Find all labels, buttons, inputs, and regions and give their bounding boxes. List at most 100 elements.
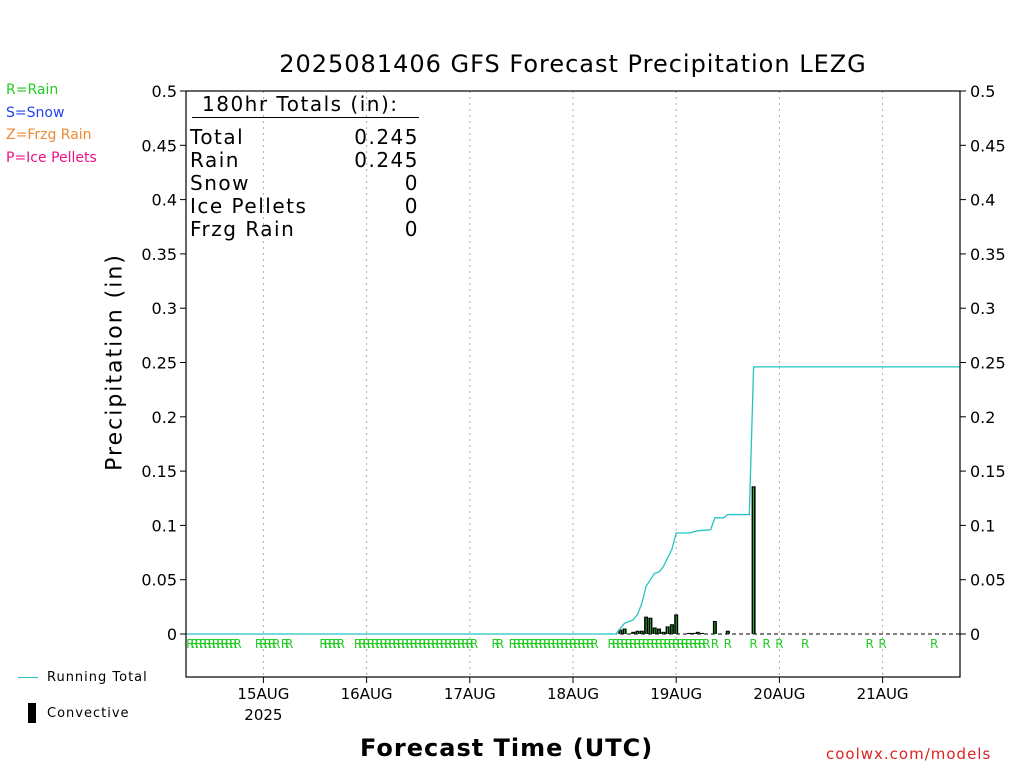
rain-marker: R [285, 637, 293, 651]
convective-bar-fill [662, 632, 664, 634]
rain-marker: R [663, 637, 671, 651]
rain-marker: R [633, 637, 641, 651]
convective-bars [618, 486, 756, 634]
y-tick-label-right: 0.1 [970, 516, 995, 535]
rain-marker: R [444, 637, 452, 651]
rain-marker: R [552, 637, 560, 651]
rain-marker: R [255, 637, 263, 651]
rain-marker: R [466, 637, 474, 651]
rain-marker: R [195, 637, 203, 651]
y-tick-label-left: 0.25 [141, 354, 177, 373]
y-tick-label-right: 0.4 [970, 191, 995, 210]
rain-marker: R [440, 637, 448, 651]
chart-title: 2025081406 GFS Forecast Precipitation LE… [279, 50, 867, 78]
running-total-legend-label: Running Total [47, 670, 148, 685]
rain-marker: R [655, 637, 663, 651]
y-tick-label-right: 0.25 [970, 354, 1006, 373]
totals-snow-value: 0 [404, 171, 419, 195]
x-tick-label: 16AUG [341, 685, 393, 703]
rain-marker: R [749, 637, 757, 651]
rain-marker: R [367, 637, 375, 651]
y-tick-label-left: 0 [167, 625, 177, 644]
rain-marker: R [681, 637, 689, 651]
rain-marker: R [371, 637, 379, 651]
rain-marker: R [698, 637, 706, 651]
rain-marker: R [436, 637, 444, 651]
rain-marker: R [457, 637, 465, 651]
totals-frzg-label: Frzg Rain [190, 217, 296, 241]
convective-swatch [28, 703, 36, 723]
rain-marker: R [625, 637, 633, 651]
rain-marker: R [199, 637, 207, 651]
y-tick-label-right: 0.35 [970, 245, 1006, 264]
rain-marker: R [216, 637, 224, 651]
convective-bar-fill [649, 618, 651, 634]
rain-marker: R [676, 637, 684, 651]
rain-marker: R [414, 637, 422, 651]
x-axis-label: Forecast Time (UTC) [360, 734, 654, 762]
rain-marker: R [560, 637, 568, 651]
x-tick-label: 21AUG [857, 685, 909, 703]
convective-bar-fill [637, 631, 638, 634]
rain-marker: R [337, 637, 345, 651]
y-tick-label-right: 0.05 [970, 571, 1006, 590]
y-tick-label-right: 0.2 [970, 408, 995, 427]
running-total-line [186, 366, 960, 635]
rain-marker: R [668, 637, 676, 651]
rain-marker: R [362, 637, 370, 651]
rain-marker: R [208, 637, 216, 651]
rain-marker: R [878, 637, 886, 651]
rain-marker: R [431, 637, 439, 651]
totals-ice-label: Ice Pellets [190, 194, 308, 218]
rain-marker: R [190, 637, 198, 651]
rain-marker: R [212, 637, 220, 651]
rain-marker: R [264, 637, 272, 651]
running-total-swatch [18, 677, 38, 678]
convective-bar-fill [658, 629, 660, 634]
y-tick-label-right: 0.5 [970, 82, 995, 101]
rain-marker: R [724, 637, 732, 651]
convective-bar-fill [632, 632, 634, 634]
convective-bar [700, 632, 704, 634]
rain-marker: R [509, 637, 517, 651]
convective-bar-fill [624, 629, 626, 634]
rain-marker: R [268, 637, 276, 651]
rain-marker: R [203, 637, 211, 651]
totals-total-value: 0.245 [354, 125, 419, 149]
convective-bar-fill [714, 621, 716, 634]
rain-marker: R [689, 637, 697, 651]
convective-bar [687, 632, 692, 634]
x-tick-label: 15AUG [237, 685, 289, 703]
x-tick-label: 20AUG [753, 685, 805, 703]
rain-marker: R [642, 637, 650, 651]
rain-marker: R [448, 637, 456, 651]
rain-marker: R [319, 637, 327, 651]
convective-bar-fill [727, 631, 729, 634]
totals-header: 180hr Totals (in): [202, 92, 399, 116]
convective-legend-label: Convective [47, 706, 130, 721]
rain-marker: R [543, 637, 551, 651]
rain-marker: R [573, 637, 581, 651]
y-tick-label-left: 0.15 [141, 462, 177, 481]
convective-bar-fill [654, 628, 656, 634]
rain-marker: R [866, 637, 874, 651]
running-total-line-group [186, 366, 960, 635]
x-tick-label: 19AUG [650, 685, 702, 703]
rain-marker: R [629, 637, 637, 651]
rain-marker: R [225, 637, 233, 651]
rain-marker: R [577, 637, 585, 651]
convective-bar-fill [645, 617, 647, 634]
rain-marker: R [702, 637, 710, 651]
x-axis-ticks: 15AUG 2025 16AUG 17AUG 18AUG 19AUG 20AUG 21AUG [237, 677, 909, 724]
rain-marker: R [354, 637, 362, 651]
rain-marker: R [397, 637, 405, 651]
rain-marker: R [423, 637, 431, 651]
legend-snow: S=Snow [6, 105, 65, 121]
rain-marker: R [470, 637, 478, 651]
convective-bar-fill [667, 627, 669, 634]
rain-marker: R [659, 637, 667, 651]
totals-box: 180hr Totals (in): Total 0.245 Rain 0.24… [190, 92, 430, 242]
rain-marker: R [380, 637, 388, 651]
y-tick-label-left: 0.5 [152, 82, 177, 101]
legend-rain: R=Rain [6, 82, 59, 98]
